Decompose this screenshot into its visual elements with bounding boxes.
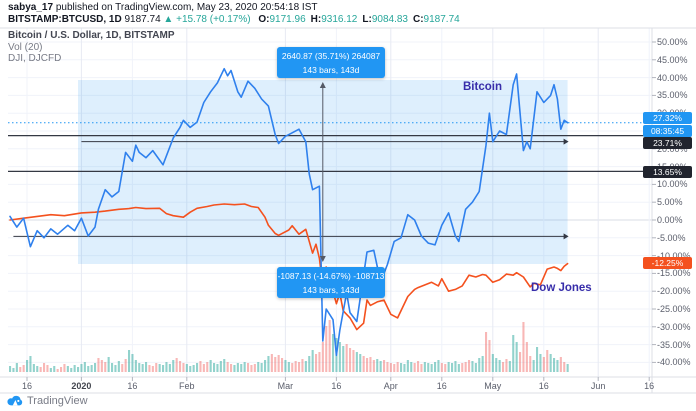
legend-main-series[interactable]: Bitcoin / U.S. Dollar, 1D, BITSTAMP (8, 30, 175, 41)
y-axis-label: 45.00% (657, 54, 688, 65)
x-axis-label: 16 (538, 381, 549, 391)
range-vertical-arrow (319, 82, 326, 262)
ohlc-value: 9171.96 (269, 14, 306, 25)
x-axis-label: 2020 (71, 381, 92, 391)
y-axis-label: -40.00% (657, 357, 691, 368)
range-up-bars: 143 bars, 143d (302, 65, 360, 75)
range-down-bars: 143 bars, 143d (302, 285, 360, 295)
ohlc-value: 9316.12 (321, 14, 358, 25)
bar-countdown-badge: 08:35:45 (643, 124, 692, 137)
x-axis-label: Feb (179, 381, 195, 391)
btc-price-line[interactable] (9, 67, 569, 357)
ohlc-label: C: (412, 14, 424, 25)
bitcoin-series-label: Bitcoin (463, 81, 502, 93)
x-axis-label: 16 (21, 381, 32, 391)
dowjones-series-label: Dow Jones (531, 282, 592, 294)
x-axis-label: 16 (644, 381, 655, 391)
ohlc-label: O: (258, 14, 270, 25)
y-axis-label: 5.00% (657, 197, 683, 208)
chart-frame (0, 27, 696, 394)
symbol-name: BITSTAMP:BTCUSD, 1D (8, 14, 122, 25)
x-axis-label: Mar (277, 381, 294, 391)
volume-bars (9, 320, 569, 372)
y-axis-label: 10.00% (657, 179, 688, 190)
y-axis-label: -10.00% (657, 250, 691, 261)
range-tooltip-down[interactable]: -1087.13 (-14.67%) -108713 143 bars, 143… (277, 267, 385, 298)
ohlc-label: H: (310, 14, 322, 25)
legend-compare[interactable]: DJI, DJCFD (8, 53, 62, 64)
btc-current-price-badge: 27.32% (643, 112, 692, 124)
y-axis-label: -5.00% (657, 232, 686, 243)
range-up-measure: 2640.87 (35.71%) 264087 (281, 51, 381, 61)
y-axis-label: -25.00% (657, 304, 691, 314)
level-drawings (8, 134, 652, 240)
legend-volume[interactable]: Vol (20) (8, 41, 43, 53)
publish-info: sabya_17 published on TradingView.com, M… (8, 2, 317, 14)
chart-legend[interactable]: Bitcoin / U.S. Dollar, 1D, BITSTAMP Vol … (8, 30, 175, 65)
brand-text: TradingView (27, 394, 88, 407)
symbol-status-line: BITSTAMP:BTCUSD, 1D 9187.74 ▲ +15.78 (+0… (8, 14, 460, 26)
price-change: ▲ +15.78 (+0.17%) (163, 14, 251, 25)
x-axis-label: Apr (383, 381, 398, 391)
ohlc-value: 9187.74 (423, 14, 460, 25)
last-price: 9187.74 (124, 14, 161, 25)
x-axis-label: 16 (331, 381, 342, 391)
published-text: published on TradingView.com, May 23, 20… (53, 2, 318, 13)
hline-level-badge-2: 13.65% (643, 166, 692, 178)
ohlc-values: O:9171.96 H:9316.12 L:9084.83 C:9187.74 (253, 14, 459, 25)
x-axis-label: May (484, 381, 502, 391)
ohlc-label: L: (362, 14, 372, 25)
x-axis-label: 16 (436, 381, 447, 391)
y-axis-label: 0.00% (657, 215, 683, 225)
x-axis-label: Jun (590, 381, 606, 391)
dji-price-line[interactable] (9, 203, 569, 331)
range-tooltip-up[interactable]: 2640.87 (35.71%) 264087 143 bars, 143d (277, 47, 385, 78)
y-axis-label: 50.00% (657, 37, 688, 47)
username: sabya_17 (8, 2, 54, 13)
range-down-measure: -1087.13 (-14.67%) -108713 (277, 271, 385, 281)
grid-layer (8, 28, 652, 377)
y-axis-label: -15.00% (657, 268, 691, 279)
y-axis-label: -30.00% (657, 321, 691, 332)
tradingview-brand[interactable]: TradingView (7, 394, 88, 407)
y-axis-label: -35.00% (657, 339, 691, 350)
x-axis-label: 16 (127, 381, 138, 391)
tradingview-logo-icon (7, 395, 23, 406)
y-axis-label: 35.00% (657, 90, 688, 101)
y-axis-label: 40.00% (657, 72, 688, 83)
y-axis-label: -20.00% (657, 286, 691, 297)
hline-level-badge-1: 23.71% (643, 137, 692, 149)
ohlc-value: 9084.83 (371, 14, 408, 25)
dji-current-price-badge: -12.25% (643, 257, 692, 269)
